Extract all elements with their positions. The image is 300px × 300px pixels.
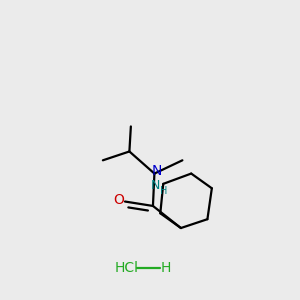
Text: O: O [113, 193, 124, 207]
Text: H: H [160, 186, 168, 196]
Text: H: H [161, 261, 171, 275]
Text: N: N [151, 179, 160, 192]
Text: HCl: HCl [114, 261, 138, 275]
Text: N: N [152, 164, 162, 178]
